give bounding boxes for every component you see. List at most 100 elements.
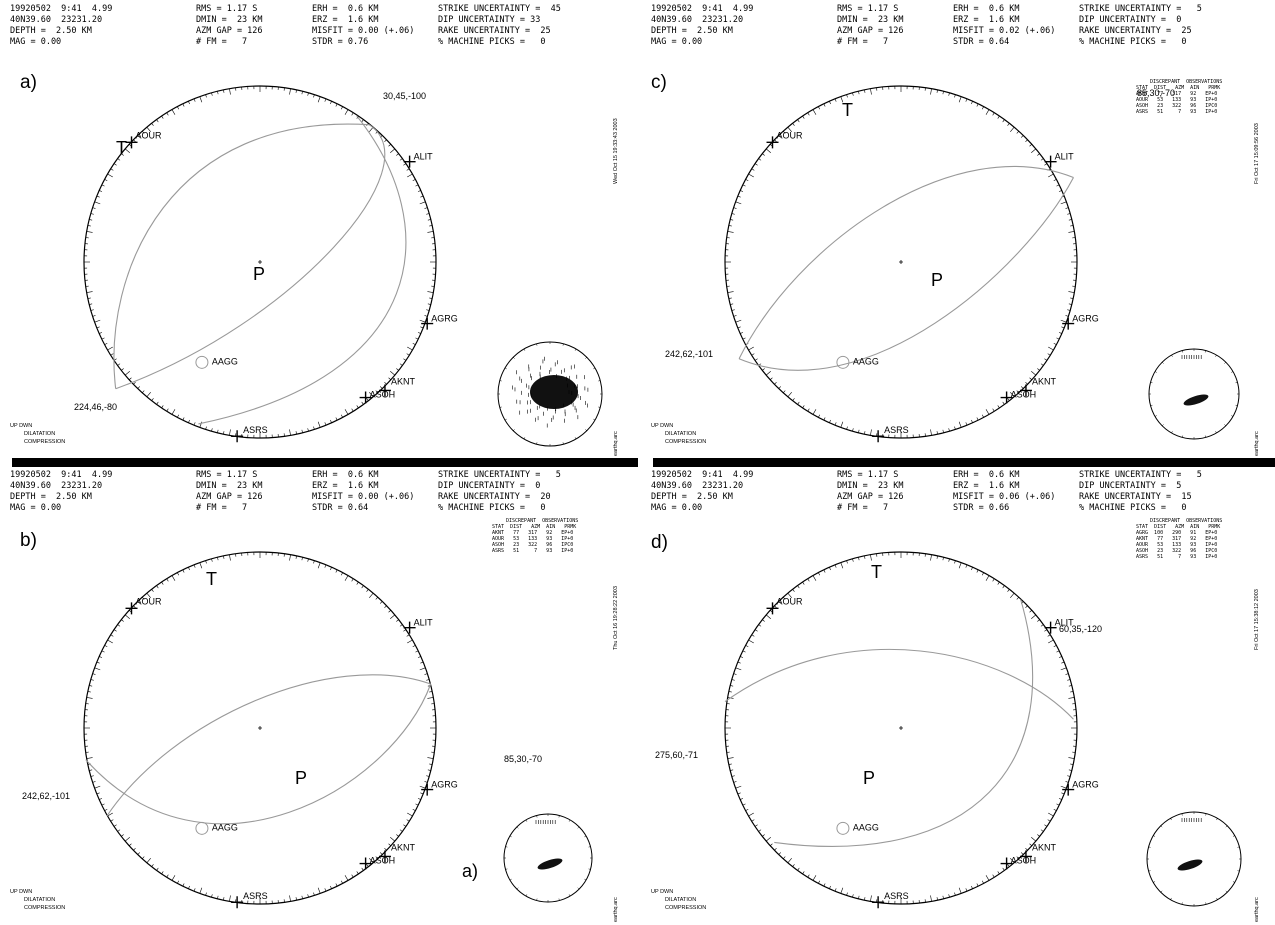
azimuth-tick bbox=[1041, 364, 1043, 366]
azimuth-tick bbox=[211, 894, 212, 897]
azimuth-tick bbox=[341, 415, 342, 418]
azimuth-tick bbox=[183, 417, 184, 420]
azimuth-tick bbox=[829, 567, 830, 570]
azimuth-tick bbox=[1048, 635, 1051, 637]
azimuth-tick bbox=[147, 392, 151, 397]
azimuth-tick bbox=[740, 798, 743, 799]
azimuth-tick bbox=[390, 837, 395, 841]
azimuth-tick bbox=[308, 559, 309, 562]
azimuth-tick bbox=[188, 420, 189, 423]
azimuth-tick bbox=[1031, 371, 1036, 375]
nodal-plane bbox=[725, 649, 1073, 719]
azimuth-tick bbox=[369, 593, 373, 598]
station-label-agrg: AGRG bbox=[1072, 780, 1099, 790]
azimuth-tick bbox=[808, 113, 810, 116]
azimuth-tick bbox=[736, 786, 742, 788]
station-label-aagg: AAGG bbox=[212, 822, 238, 832]
azimuth-tick bbox=[108, 347, 113, 350]
azimuth-tick bbox=[1021, 852, 1023, 854]
azimuth-tick bbox=[766, 615, 771, 619]
azimuth-tick bbox=[341, 107, 342, 110]
station-label-aagg: AAGG bbox=[853, 822, 879, 832]
azimuth-tick bbox=[420, 320, 426, 322]
compression-marker bbox=[231, 430, 243, 442]
azimuth-tick bbox=[852, 559, 853, 562]
azimuth-tick bbox=[824, 570, 825, 573]
timestamp-label: Fri Oct 17 15:38:12 2003 bbox=[1254, 589, 1260, 650]
nodal-plane bbox=[107, 675, 431, 816]
azimuth-tick bbox=[91, 310, 94, 311]
mini-tick bbox=[513, 357, 514, 358]
azimuth-tick bbox=[870, 895, 871, 901]
azimuth-tick bbox=[336, 104, 337, 107]
station-label-asoh: ASOH bbox=[370, 856, 396, 866]
azimuth-tick bbox=[1056, 338, 1059, 339]
azimuth-tick bbox=[813, 110, 816, 115]
azimuth-tick bbox=[229, 555, 230, 561]
azimuth-tick bbox=[752, 820, 755, 822]
azimuth-tick bbox=[229, 895, 230, 901]
azimuth-tick bbox=[1003, 868, 1005, 870]
azimuth-tick bbox=[986, 875, 989, 880]
azimuth-tick bbox=[998, 116, 1000, 118]
azimuth-tick bbox=[407, 820, 410, 822]
file-label: earthq.arc bbox=[1254, 431, 1260, 456]
azimuth-tick bbox=[1059, 332, 1062, 333]
timestamp-label: Wed Oct 15 19:33:43 2003 bbox=[613, 118, 619, 184]
azimuth-tick bbox=[418, 332, 421, 333]
azimuth-tick bbox=[1025, 606, 1027, 608]
azimuth-tick bbox=[345, 409, 348, 414]
azimuth-tick bbox=[982, 107, 983, 110]
azimuth-tick bbox=[129, 844, 131, 846]
mini-tick bbox=[585, 429, 586, 430]
azimuth-tick bbox=[345, 875, 348, 880]
azimuth-tick bbox=[949, 894, 950, 897]
azimuth-tick bbox=[152, 589, 154, 591]
compression-marker bbox=[872, 430, 884, 442]
azimuth-tick bbox=[1030, 144, 1032, 146]
azimuth-tick bbox=[380, 852, 382, 854]
mini-tick bbox=[585, 357, 586, 358]
table-row: ASRS 51 7 93 IP+0 bbox=[1136, 109, 1222, 115]
azimuth-tick bbox=[142, 857, 144, 859]
mini-tick bbox=[1224, 424, 1225, 425]
azimuth-tick bbox=[746, 179, 749, 180]
station-label-aknt: AKNT bbox=[391, 376, 416, 386]
azimuth-tick bbox=[105, 343, 108, 344]
azimuth-tick bbox=[87, 292, 93, 293]
azimuth-tick bbox=[200, 563, 202, 569]
azimuth-tick bbox=[290, 895, 291, 901]
azimuth-tick bbox=[813, 409, 816, 414]
inset-label: a) bbox=[462, 861, 478, 882]
azimuth-tick bbox=[949, 428, 950, 431]
azimuth-tick bbox=[114, 630, 116, 632]
azimuth-tick bbox=[1048, 347, 1053, 350]
nodal-plane bbox=[739, 178, 1073, 371]
azimuth-tick bbox=[829, 886, 830, 889]
azimuth-tick bbox=[407, 635, 410, 637]
azimuth-tick bbox=[121, 835, 123, 837]
mini-tick bbox=[1226, 891, 1227, 892]
azimuth-tick bbox=[971, 886, 972, 889]
azimuth-tick bbox=[1054, 809, 1057, 810]
azimuth-tick bbox=[971, 101, 972, 104]
azimuth-tick bbox=[177, 881, 178, 884]
azimuth-tick bbox=[396, 620, 398, 622]
azimuth-tick bbox=[121, 369, 123, 371]
azimuth-tick bbox=[345, 576, 348, 581]
azimuth-tick bbox=[998, 582, 1000, 584]
azimuth-tick bbox=[986, 110, 989, 115]
azimuth-tick bbox=[114, 164, 116, 166]
azimuth-tick bbox=[1067, 213, 1070, 214]
station-label-aknt: AKNT bbox=[1032, 842, 1057, 852]
station-label-aour: AOUR bbox=[777, 596, 804, 606]
azimuth-tick bbox=[152, 398, 154, 400]
azimuth-tick bbox=[1067, 310, 1070, 311]
azimuth-tick bbox=[157, 586, 159, 588]
azimuth-tick bbox=[977, 883, 978, 886]
azimuth-tick bbox=[762, 154, 764, 156]
station-label-asoh: ASOH bbox=[370, 390, 396, 400]
azimuth-tick bbox=[798, 402, 800, 404]
